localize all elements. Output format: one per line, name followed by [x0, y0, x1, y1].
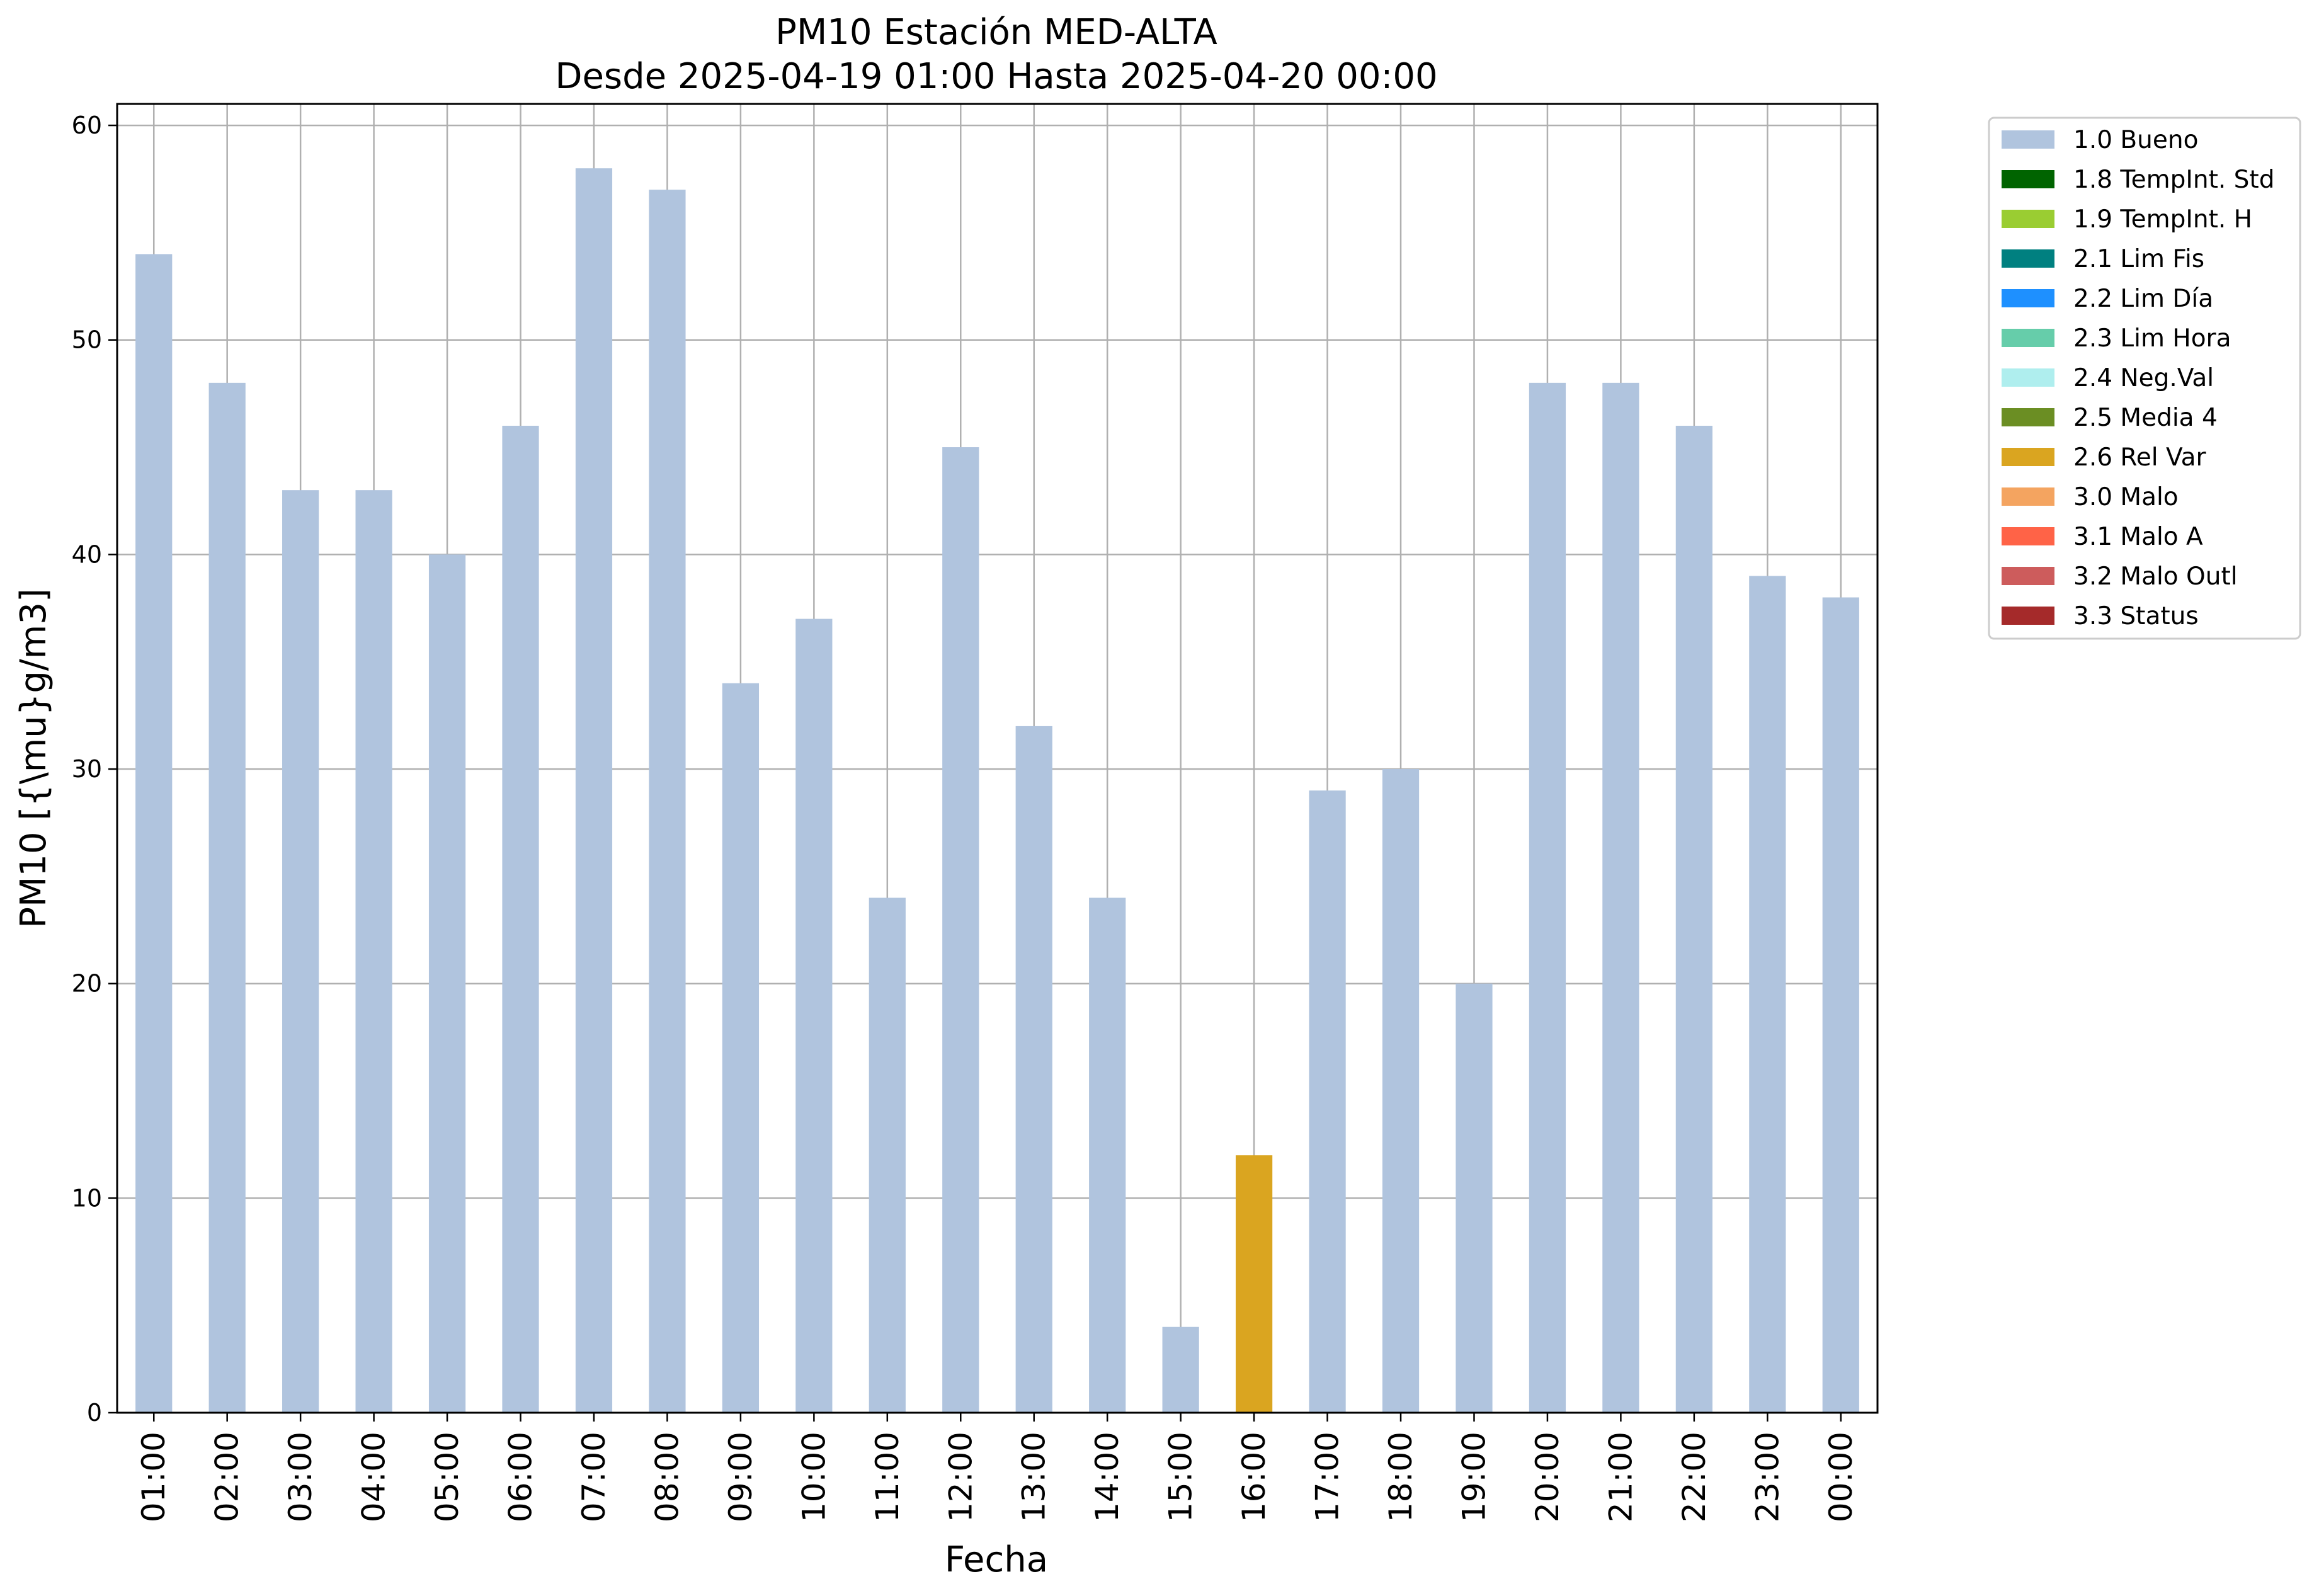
legend-swatch — [2002, 368, 2054, 387]
y-tick-label: 60 — [72, 111, 102, 139]
x-tick-label: 12:00 — [942, 1432, 979, 1522]
x-tick-label: 22:00 — [1676, 1432, 1712, 1522]
bar-1700 — [1309, 790, 1346, 1413]
y-tick-label: 20 — [72, 970, 102, 998]
legend-entry: 3.1 Malo A — [2073, 523, 2203, 551]
legend-swatch — [2002, 249, 2054, 268]
legend-frame — [1988, 117, 2301, 640]
legend-swatch — [2002, 527, 2054, 545]
legend-swatch — [2002, 329, 2054, 347]
x-tick-label: 17:00 — [1309, 1432, 1346, 1522]
bar-0200 — [208, 382, 246, 1413]
x-tick-label: 00:00 — [1823, 1432, 1859, 1522]
legend-swatch — [2002, 487, 2054, 506]
bar-2000 — [1529, 382, 1566, 1413]
legend-entry: 3.2 Malo Outl — [2073, 562, 2238, 591]
bar-1900 — [1456, 983, 1493, 1413]
bar-2200 — [1675, 425, 1712, 1413]
x-tick-label: 19:00 — [1456, 1432, 1492, 1522]
x-tick-label: 03:00 — [282, 1432, 319, 1522]
bar-1500 — [1162, 1326, 1199, 1413]
legend-entry: 3.0 Malo — [2073, 483, 2179, 511]
legend-entry: 2.6 Rel Var — [2073, 443, 2207, 472]
x-tick-label: 20:00 — [1529, 1432, 1566, 1522]
bar-1000 — [795, 618, 833, 1413]
x-tick-label: 04:00 — [356, 1432, 392, 1522]
legend-entry: 1.9 TempInt. H — [2073, 205, 2252, 234]
x-tick-label: 14:00 — [1089, 1432, 1125, 1522]
x-tick-label: 13:00 — [1016, 1432, 1052, 1522]
x-tick-label: 06:00 — [503, 1432, 539, 1522]
y-tick-label: 0 — [87, 1399, 102, 1427]
bar-1100 — [869, 898, 906, 1413]
bar-1400 — [1089, 898, 1126, 1413]
legend-entry: 1.8 TempInt. Std — [2073, 166, 2274, 194]
x-tick-label: 11:00 — [869, 1432, 906, 1522]
legend-swatch — [2002, 408, 2054, 426]
chart-title: PM10 Estación MED-ALTA — [775, 12, 1217, 53]
bar-1300 — [1015, 726, 1052, 1413]
x-tick-label: 05:00 — [429, 1432, 465, 1522]
bar-0700 — [575, 168, 613, 1413]
bar-0500 — [428, 554, 466, 1413]
x-tick-label: 01:00 — [135, 1432, 172, 1522]
x-tick-label: 15:00 — [1163, 1432, 1199, 1522]
x-axis: 01:00 02:00 03:00 04:00 05:00 06:00 07:00 08:00… — [135, 1413, 1859, 1522]
x-tick-label: 21:00 — [1602, 1432, 1639, 1522]
legend-entry: 1.0 Bueno — [2073, 126, 2198, 154]
x-tick-label: 16:00 — [1236, 1432, 1272, 1522]
legend-entry: 2.4 Neg.Val — [2073, 364, 2214, 392]
legend-entry: 3.3 Status — [2073, 602, 2199, 630]
legend-entry: 2.2 Lim Día — [2073, 285, 2213, 313]
x-tick-label: 10:00 — [795, 1432, 832, 1522]
legend-swatch — [2002, 567, 2054, 585]
bar-0100 — [135, 254, 173, 1413]
bar-0900 — [722, 683, 760, 1413]
x-tick-label: 02:00 — [209, 1432, 246, 1522]
y-axis-label: PM10 [{\mu}g/m3] — [13, 588, 54, 928]
legend-swatch — [2002, 289, 2054, 307]
bar-0000 — [1822, 597, 1859, 1413]
x-tick-label: 08:00 — [649, 1432, 685, 1522]
bar-2100 — [1602, 382, 1639, 1413]
chart-subtitle: Desde 2025-04-19 01:00 Hasta 2025-04-20 … — [555, 56, 1437, 97]
x-axis-label: Fecha — [945, 1539, 1048, 1580]
legend-swatch — [2002, 210, 2054, 228]
y-tick-label: 40 — [72, 540, 102, 568]
bar-1800 — [1382, 769, 1420, 1413]
legend-swatch — [2002, 130, 2054, 149]
bar-2300 — [1749, 576, 1786, 1413]
legend-entry: 2.3 Lim Hora — [2073, 324, 2231, 353]
legend-swatch — [2002, 607, 2054, 625]
y-axis: 0 10 20 30 40 50 60 — [72, 111, 117, 1427]
x-tick-label: 09:00 — [722, 1432, 759, 1522]
x-tick-label: 07:00 — [576, 1432, 612, 1522]
y-tick-label: 10 — [72, 1184, 102, 1212]
plot-area-frame — [116, 103, 1879, 1414]
bars — [135, 168, 1859, 1413]
x-tick-label: 23:00 — [1749, 1432, 1786, 1522]
bar-1200 — [942, 447, 979, 1413]
legend-swatch — [2002, 448, 2054, 466]
legend: 1.0 Bueno 1.8 TempInt. Std 1.9 TempInt. H 2… — [1988, 117, 2301, 640]
bar-0600 — [502, 425, 539, 1413]
x-tick-label: 18:00 — [1382, 1432, 1419, 1522]
legend-entry: 2.5 Media 4 — [2073, 404, 2218, 432]
legend-entry: 2.1 Lim Fis — [2073, 245, 2204, 273]
bar-1600 — [1235, 1155, 1273, 1413]
y-tick-label: 30 — [72, 755, 102, 783]
bar-0400 — [355, 490, 392, 1413]
legend-swatch — [2002, 170, 2054, 188]
bar-0800 — [649, 190, 686, 1413]
y-tick-label: 50 — [72, 326, 102, 354]
bar-0300 — [282, 490, 319, 1413]
